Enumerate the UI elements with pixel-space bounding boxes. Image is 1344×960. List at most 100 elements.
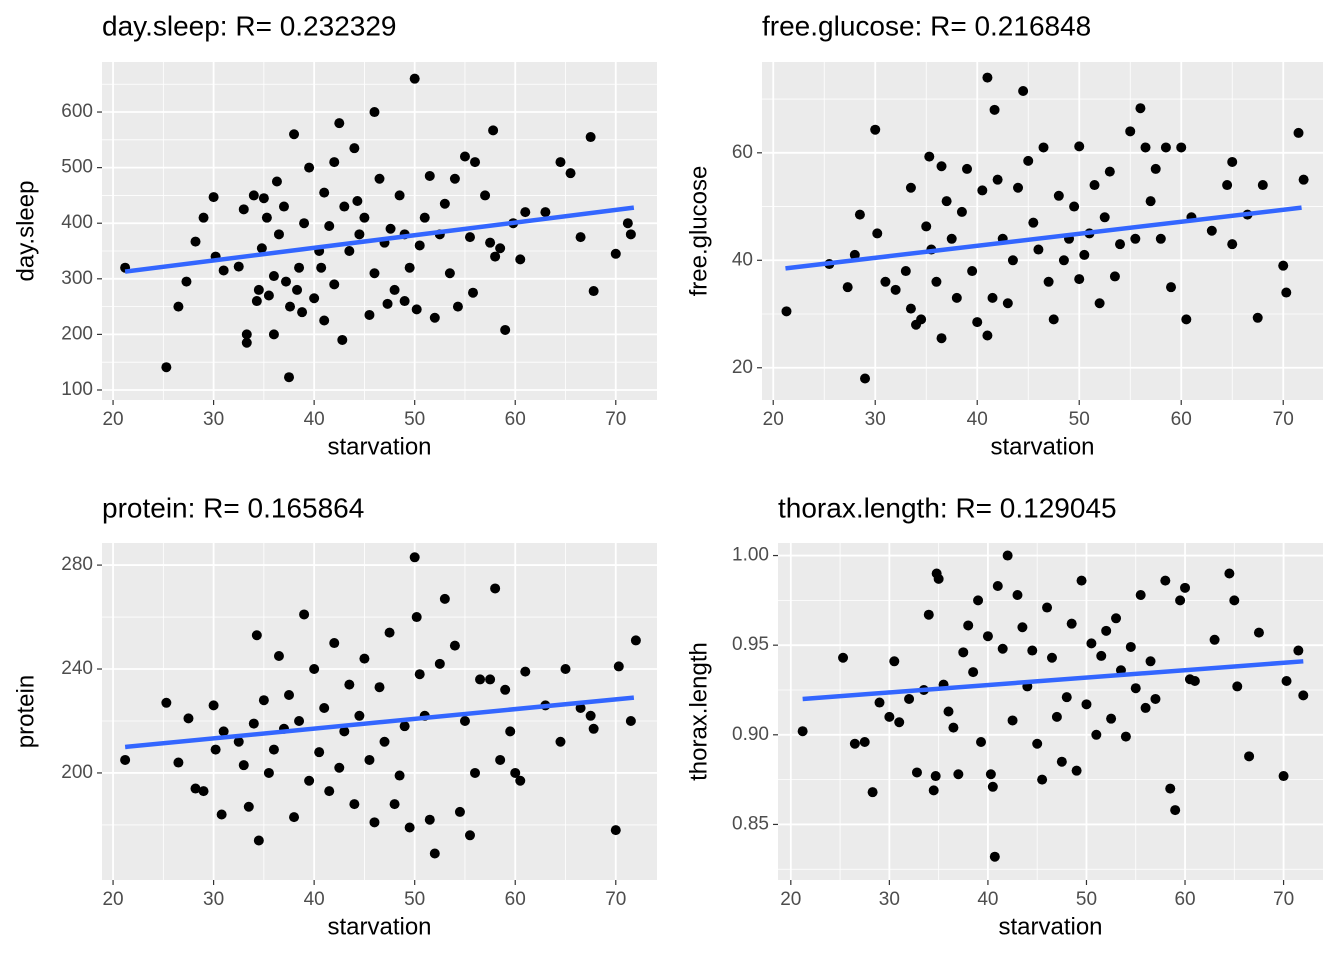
point bbox=[280, 276, 291, 287]
point bbox=[411, 612, 422, 623]
point bbox=[324, 220, 335, 231]
point bbox=[842, 282, 853, 293]
chart-title: protein: R= 0.165864 bbox=[102, 492, 364, 523]
point bbox=[1081, 699, 1092, 710]
point bbox=[622, 218, 633, 229]
point bbox=[464, 830, 475, 841]
point bbox=[1298, 174, 1309, 185]
point bbox=[285, 301, 296, 312]
plot-panel bbox=[762, 62, 1323, 400]
y-tick-label: 100 bbox=[61, 379, 93, 400]
y-tick-label: 300 bbox=[61, 268, 93, 289]
point bbox=[241, 337, 252, 348]
point bbox=[314, 747, 325, 758]
point bbox=[319, 187, 330, 198]
point bbox=[931, 276, 942, 287]
point bbox=[889, 656, 900, 667]
x-tick-label: 40 bbox=[967, 409, 988, 430]
x-tick-label: 30 bbox=[203, 889, 224, 910]
x-axis-label: starvation bbox=[998, 913, 1102, 940]
y-tick-label: 0.90 bbox=[732, 724, 769, 745]
point bbox=[838, 652, 849, 663]
point bbox=[515, 775, 526, 786]
point bbox=[610, 248, 621, 259]
point bbox=[982, 631, 993, 642]
point bbox=[284, 372, 295, 383]
y-tick-label: 40 bbox=[732, 249, 753, 270]
point bbox=[268, 329, 279, 340]
point bbox=[439, 593, 450, 604]
point bbox=[1046, 652, 1057, 663]
point bbox=[253, 284, 264, 295]
point bbox=[956, 206, 967, 217]
x-axis-label: starvation bbox=[327, 913, 431, 940]
point bbox=[334, 762, 345, 773]
point bbox=[319, 702, 330, 713]
point bbox=[480, 190, 491, 201]
point bbox=[1125, 641, 1136, 652]
point bbox=[268, 744, 279, 755]
y-tick-label: 500 bbox=[61, 157, 93, 178]
point bbox=[459, 715, 470, 726]
point bbox=[933, 573, 944, 584]
point bbox=[867, 787, 878, 798]
point bbox=[930, 771, 941, 782]
point bbox=[1074, 141, 1085, 152]
point bbox=[1074, 274, 1085, 285]
point bbox=[1224, 568, 1235, 579]
point bbox=[1076, 575, 1087, 586]
point bbox=[946, 233, 957, 244]
point bbox=[1145, 196, 1156, 207]
point bbox=[452, 301, 463, 312]
point bbox=[344, 246, 355, 257]
x-tick-label: 70 bbox=[605, 889, 626, 910]
point bbox=[1106, 713, 1117, 724]
point bbox=[900, 266, 911, 277]
point bbox=[948, 722, 959, 733]
point bbox=[540, 207, 551, 218]
point bbox=[208, 192, 219, 203]
point bbox=[384, 627, 395, 638]
point bbox=[1189, 676, 1200, 687]
point bbox=[1281, 287, 1292, 298]
point bbox=[951, 292, 962, 303]
point bbox=[268, 271, 279, 282]
point bbox=[515, 254, 526, 265]
point bbox=[1135, 103, 1146, 114]
x-tick-label: 50 bbox=[404, 409, 425, 430]
point bbox=[520, 666, 531, 677]
x-tick-label: 30 bbox=[865, 409, 886, 430]
point bbox=[1135, 589, 1146, 600]
point bbox=[1056, 756, 1067, 767]
point bbox=[1086, 638, 1097, 649]
plot-panel bbox=[778, 543, 1323, 880]
point bbox=[1066, 618, 1077, 629]
point bbox=[500, 684, 511, 695]
point bbox=[394, 190, 405, 201]
point bbox=[1227, 156, 1238, 167]
point bbox=[963, 620, 974, 631]
point bbox=[997, 643, 1008, 654]
x-tick-label: 20 bbox=[102, 889, 123, 910]
y-tick-label: 400 bbox=[61, 212, 93, 233]
point bbox=[1229, 595, 1240, 606]
point bbox=[585, 132, 596, 143]
point bbox=[261, 212, 272, 223]
point bbox=[1043, 276, 1054, 287]
point bbox=[394, 770, 405, 781]
point bbox=[299, 218, 310, 229]
point bbox=[1252, 312, 1263, 323]
point bbox=[1140, 142, 1151, 153]
point bbox=[495, 243, 506, 254]
point bbox=[1089, 180, 1100, 191]
point bbox=[1281, 676, 1292, 687]
x-tick-label: 40 bbox=[304, 409, 325, 430]
y-axis-label: free.glucose bbox=[685, 166, 712, 297]
point bbox=[630, 635, 641, 646]
x-axis-label: starvation bbox=[990, 433, 1094, 460]
point bbox=[1115, 239, 1126, 250]
point bbox=[364, 309, 375, 320]
point bbox=[404, 262, 415, 273]
x-tick-label: 30 bbox=[203, 409, 224, 430]
point bbox=[1051, 711, 1062, 722]
